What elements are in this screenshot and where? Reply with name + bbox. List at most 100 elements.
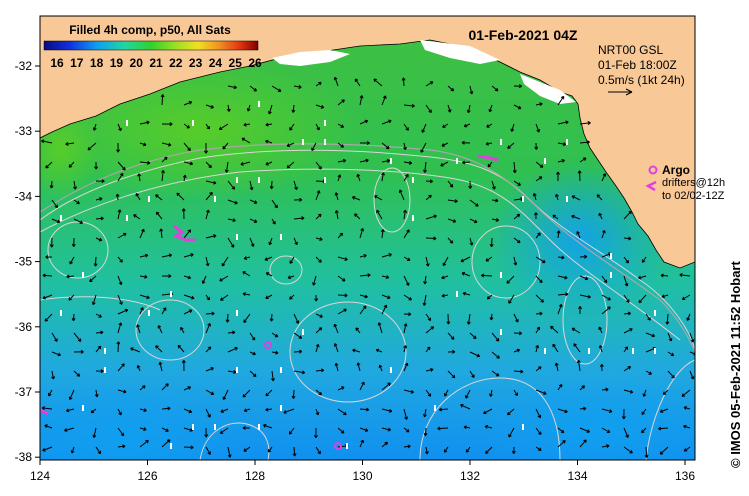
current-vector-arrow: [139, 160, 151, 165]
current-vector-arrow: [556, 171, 560, 181]
observation-marker: [302, 139, 304, 145]
x-tick-label: 130: [352, 469, 372, 483]
current-vector-arrow: [534, 142, 539, 150]
current-vector-arrow: [117, 256, 123, 263]
current-vector-arrow: [462, 160, 471, 165]
current-vector-arrow: [315, 123, 320, 131]
current-vector-arrow: [139, 120, 150, 125]
current-vector-arrow: [487, 161, 493, 168]
current-vector-arrow: [424, 446, 429, 455]
current-vector-arrow: [205, 311, 215, 316]
current-vector-arrow: [227, 446, 232, 458]
observation-marker: [126, 215, 128, 221]
current-vector-arrow: [161, 406, 171, 411]
colorbar-tick-label: 24: [209, 56, 223, 70]
current-vector-arrow: [601, 294, 611, 301]
observation-marker: [126, 120, 128, 126]
current-vector-arrow: [155, 345, 163, 353]
current-vector-arrow: [42, 446, 53, 452]
observation-marker: [324, 139, 326, 145]
current-vector-arrow: [205, 123, 210, 130]
y-tick-label: -32: [15, 59, 33, 73]
current-vector-arrow: [161, 253, 173, 258]
current-vector-arrow: [183, 253, 194, 258]
observation-marker: [566, 139, 568, 145]
current-vector-arrow: [485, 446, 493, 454]
current-vector-arrow: [623, 366, 632, 372]
current-vector-arrow: [337, 232, 344, 239]
current-vector-arrow: [623, 427, 629, 438]
current-vector-arrow: [579, 254, 588, 259]
current-vector-arrow: [463, 123, 471, 128]
current-vector-arrow: [337, 408, 347, 416]
current-vector-arrow: [638, 275, 647, 280]
current-vector-arrow: [513, 313, 519, 323]
observation-marker: [500, 139, 502, 145]
current-vector-arrow: [269, 180, 274, 190]
current-vector-arrow: [557, 383, 563, 391]
current-vector-arrow: [683, 406, 691, 410]
current-vector-arrow: [117, 209, 122, 220]
current-vector-arrow: [242, 271, 251, 277]
current-vector-arrow: [645, 370, 652, 375]
current-vector-arrow: [421, 123, 427, 133]
current-vector-arrow: [403, 362, 409, 372]
current-vector-arrow: [403, 209, 407, 220]
current-vector-arrow: [44, 424, 53, 429]
current-vector-arrow: [116, 142, 121, 153]
current-vector-arrow: [354, 213, 361, 220]
current-vector-arrow: [334, 362, 339, 372]
legend-scale: 0.5m/s (1kt 24h): [598, 73, 685, 87]
current-vector-arrow: [73, 218, 84, 224]
current-vector-arrow: [315, 237, 323, 241]
current-vector-arrow: [218, 123, 229, 130]
current-vector-arrow: [205, 323, 211, 334]
current-vector-arrow: [469, 237, 474, 246]
current-vector-arrow: [92, 427, 97, 438]
current-vector-arrow: [398, 189, 405, 201]
current-vector-arrow: [220, 294, 229, 301]
current-vector-arrow: [95, 197, 103, 201]
current-vector-arrow: [601, 230, 606, 239]
current-vector-arrow: [463, 425, 471, 430]
current-vector-arrow: [623, 275, 629, 287]
current-vector-arrow: [224, 161, 229, 173]
current-vector-arrow: [359, 273, 371, 278]
current-vector-arrow: [667, 370, 675, 379]
current-vector-arrow: [265, 122, 273, 127]
current-vector-arrow: [265, 389, 273, 397]
current-vector-arrow: [291, 104, 296, 113]
current-vector-arrow: [667, 332, 673, 342]
current-vector-arrow: [557, 95, 565, 106]
drifter-track: [172, 224, 196, 242]
current-vector-arrow: [246, 104, 251, 112]
current-vector-arrow: [423, 275, 428, 285]
current-vector-arrow: [579, 439, 587, 448]
current-vector-arrow: [139, 439, 149, 448]
scale-arrow-icon: [608, 88, 633, 96]
observation-marker: [236, 367, 238, 373]
current-vector-arrow: [227, 85, 237, 90]
current-vector-arrow: [488, 104, 493, 113]
current-vector-arrow: [161, 169, 165, 182]
current-vector-arrow: [552, 214, 559, 220]
current-vector-arrow: [45, 161, 53, 169]
current-vector-arrow: [359, 95, 364, 106]
current-vector-arrow: [403, 345, 408, 353]
current-vector-arrow: [659, 408, 669, 413]
current-vector-arrow: [447, 199, 458, 203]
current-vector-arrow: [117, 275, 123, 286]
current-vector-arrow: [557, 292, 569, 297]
current-vector-arrow: [155, 211, 163, 220]
argo-legend-icon: [648, 165, 658, 175]
current-vector-arrow: [333, 76, 339, 87]
current-vector-arrow: [70, 446, 75, 454]
current-vector-arrow: [425, 346, 431, 353]
current-vector-arrow: [136, 324, 141, 334]
current-vector-arrow: [359, 228, 365, 239]
current-vector-arrow: [271, 85, 282, 92]
current-vector-arrow: [380, 229, 385, 239]
x-tick-label: 128: [245, 469, 265, 483]
current-vector-arrow: [337, 174, 342, 182]
current-vector-arrow: [662, 389, 669, 395]
